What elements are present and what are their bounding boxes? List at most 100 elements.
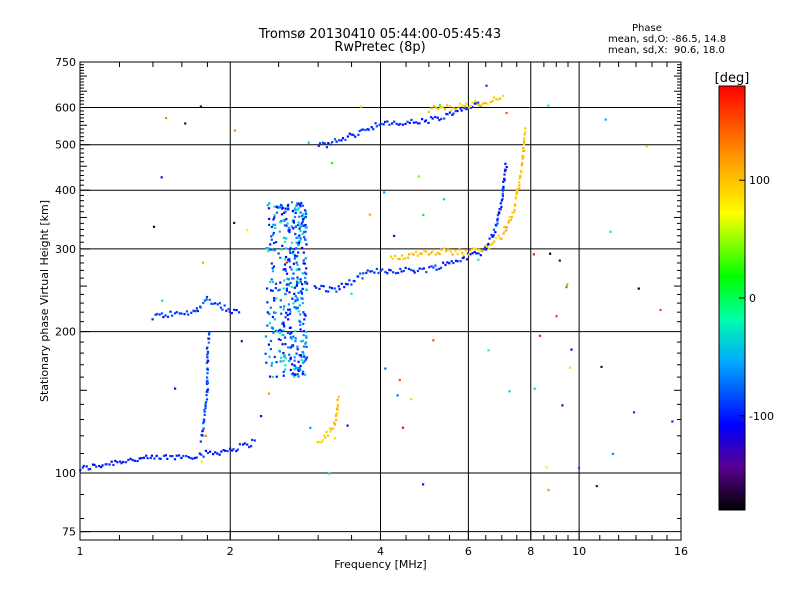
echo-point — [299, 205, 302, 208]
echo-point — [514, 196, 517, 199]
echo-point — [600, 365, 603, 368]
echo-point — [287, 226, 290, 229]
echo-point — [218, 302, 221, 305]
echo-point — [229, 447, 232, 450]
echo-point — [444, 263, 447, 266]
echo-point — [280, 322, 284, 325]
echo-point — [214, 302, 217, 305]
echo-point — [637, 287, 640, 290]
echo-point — [379, 269, 382, 272]
echo-point — [296, 202, 299, 205]
echo-point — [296, 224, 300, 227]
echo-point — [382, 123, 385, 126]
echo-point — [346, 283, 349, 286]
echo-point — [350, 283, 353, 286]
echo-point — [275, 211, 279, 214]
echo-point — [207, 359, 210, 363]
echo-point — [503, 231, 506, 234]
echo-point — [302, 361, 305, 365]
echo-point — [422, 213, 425, 216]
y-axis-label: Stationary phase Virtual Height [km] — [38, 200, 51, 402]
echo-point — [208, 337, 211, 340]
echo-point — [645, 145, 648, 148]
echo-point — [291, 209, 295, 212]
echo-point — [287, 278, 290, 281]
echo-point — [164, 314, 167, 317]
echo-point — [305, 226, 308, 229]
echo-point — [611, 452, 615, 455]
echo-point — [454, 107, 457, 111]
echo-point — [282, 268, 285, 271]
echo-point — [150, 454, 153, 457]
echo-point — [305, 330, 308, 333]
echo-point — [164, 454, 167, 457]
echo-point — [273, 318, 276, 321]
echo-point — [81, 466, 84, 469]
echo-point — [315, 286, 318, 289]
echo-point — [338, 288, 341, 291]
echo-point — [505, 226, 508, 229]
echo-point — [296, 373, 299, 376]
echo-point — [206, 451, 209, 455]
echo-point — [278, 230, 281, 233]
echo-point — [451, 113, 454, 116]
echo-point — [302, 322, 305, 325]
echo-point — [269, 339, 273, 343]
echo-point — [159, 457, 162, 460]
echo-point — [357, 275, 360, 278]
echo-point — [438, 267, 441, 270]
echo-point — [93, 463, 96, 466]
echo-point — [206, 372, 209, 375]
echo-point — [149, 456, 152, 460]
echo-point — [89, 467, 92, 470]
echo-point — [474, 100, 477, 103]
echo-point — [266, 324, 269, 327]
echo-point — [296, 263, 299, 266]
echo-point — [175, 311, 178, 314]
echo-point — [444, 250, 448, 253]
echo-point — [285, 224, 288, 227]
echo-point — [454, 259, 458, 262]
echo-point — [191, 457, 194, 460]
echo-point — [156, 312, 159, 316]
echo-point — [558, 259, 561, 262]
echo-point — [140, 457, 143, 460]
echo-point — [401, 426, 405, 429]
echo-point — [396, 394, 399, 397]
echo-point — [510, 216, 513, 219]
echo-point — [152, 225, 156, 228]
echo-point — [515, 191, 518, 194]
y-tick-label: 750 — [55, 56, 76, 69]
echo-point — [429, 116, 433, 119]
echo-point — [522, 155, 525, 158]
echo-point — [279, 205, 282, 208]
echo-point — [438, 104, 441, 107]
echo-point — [330, 427, 333, 431]
echo-point — [521, 157, 524, 160]
echo-point — [508, 390, 511, 393]
echo-point — [503, 226, 506, 229]
echo-point — [296, 277, 299, 281]
echo-point — [408, 121, 411, 124]
echo-point — [253, 439, 256, 442]
echo-point — [545, 466, 548, 469]
echo-point — [412, 269, 415, 272]
echo-point — [520, 171, 523, 174]
echo-point — [184, 122, 187, 125]
echo-point — [532, 253, 535, 256]
echo-point — [431, 117, 434, 120]
echo-point — [292, 250, 295, 253]
echo-point — [391, 257, 394, 260]
echo-point — [301, 287, 304, 290]
echo-point — [305, 345, 308, 348]
echo-point — [272, 232, 275, 235]
echo-point — [278, 288, 281, 291]
echo-point — [561, 404, 564, 407]
echo-point — [287, 206, 290, 209]
echo-point — [502, 180, 505, 183]
echo-point — [482, 248, 485, 251]
echo-point — [230, 312, 233, 315]
echo-point — [205, 398, 209, 401]
echo-point — [295, 307, 298, 310]
echo-point — [495, 98, 498, 101]
